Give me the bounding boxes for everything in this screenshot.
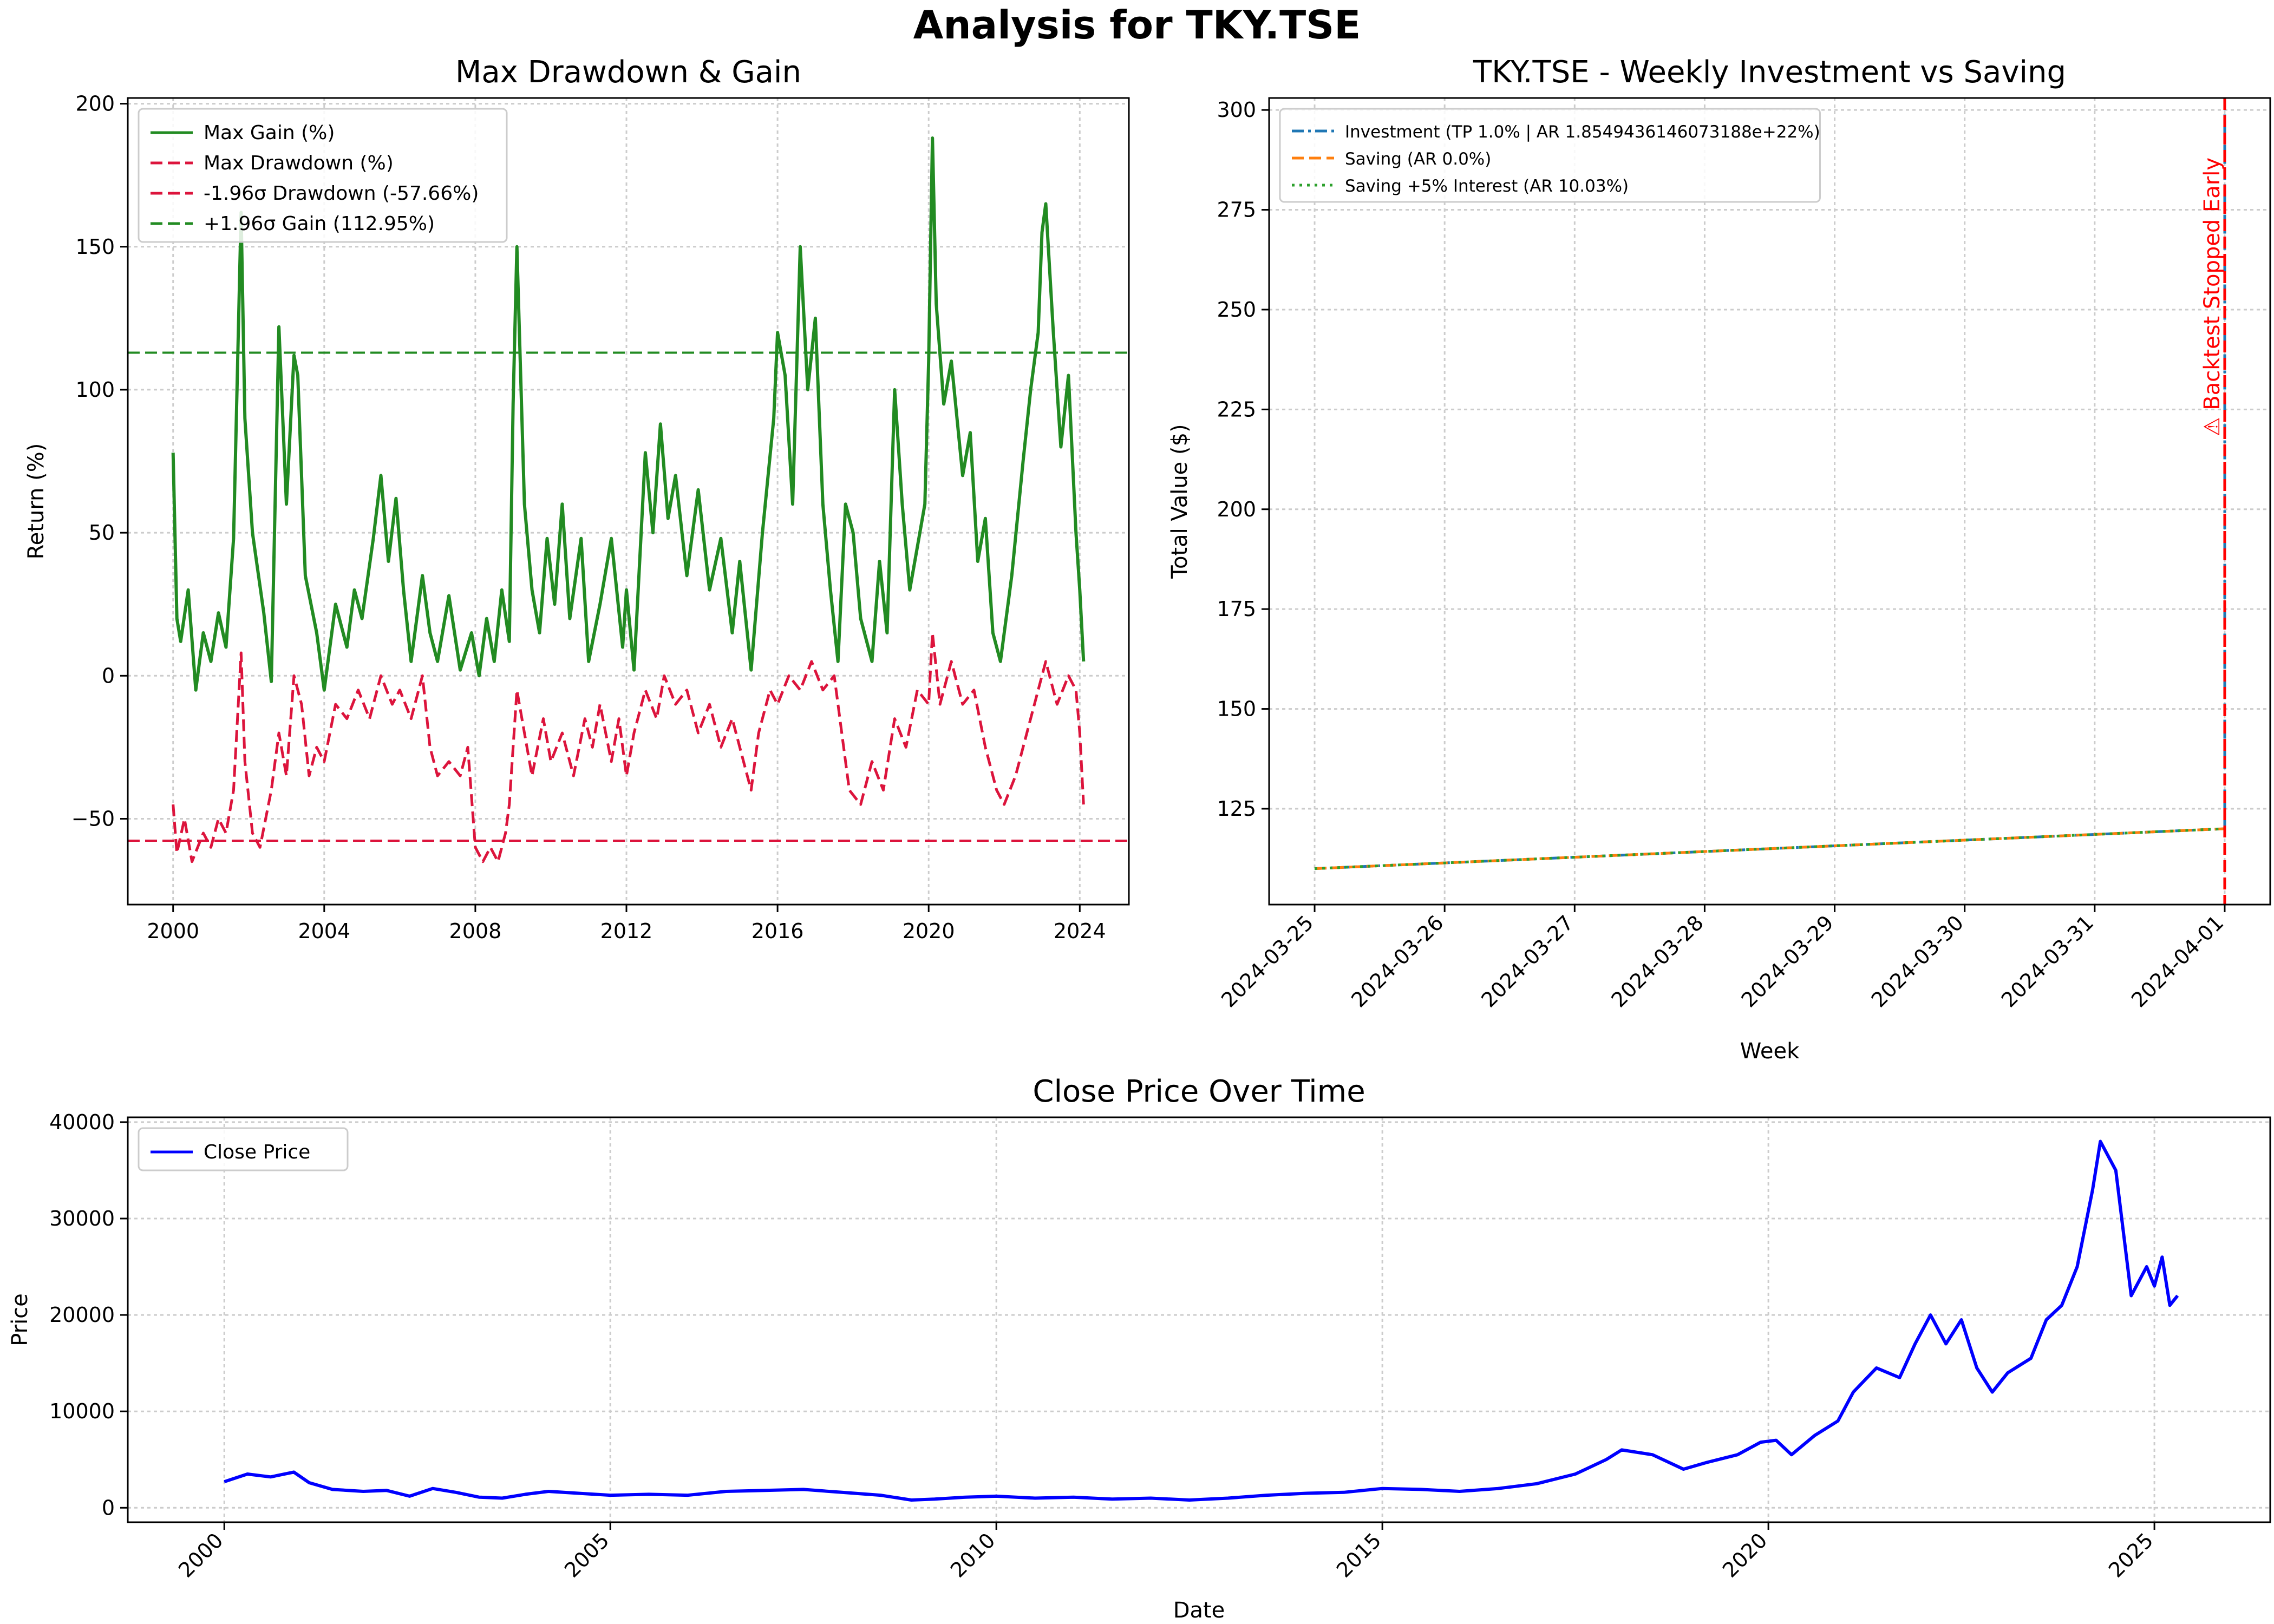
investment-plot-area <box>1314 110 2226 870</box>
investment-chart: TKY.TSE - Weekly Investment vs Saving 202… <box>1167 55 2271 1064</box>
drawdown-series-0-line <box>171 136 1086 692</box>
price-series-0-line <box>224 1140 2179 1502</box>
price-ytick-label-2: 20000 <box>49 1303 115 1327</box>
drawdown-legend-label-3: +1.96σ Gain (112.95%) <box>204 213 435 235</box>
drawdown-xtick-label-0: 2000 <box>147 919 199 943</box>
investment-ytick-label-2: 175 <box>1217 597 1256 621</box>
drawdown-xtick-label-5: 2020 <box>903 919 955 943</box>
investment-frame <box>1268 97 2271 906</box>
price-ytick-label-3: 30000 <box>49 1207 115 1230</box>
price-xtick-label-5: 2025 <box>2104 1528 2158 1582</box>
investment-legend: Investment (TP 1.0% | AR 1.8549436146073… <box>1279 108 1821 203</box>
drawdown-ytick-label-0: −50 <box>71 807 115 830</box>
price-legend-label-0: Close Price <box>204 1141 310 1163</box>
drawdown-legend-label-1: Max Drawdown (%) <box>204 152 394 174</box>
drawdown-xtick-label-1: 2004 <box>298 919 350 943</box>
price-xtick-label-2: 2010 <box>946 1528 1000 1582</box>
investment-xlabel: Week <box>1740 1039 1800 1064</box>
investment-ytick-label-1: 150 <box>1217 697 1256 721</box>
price-xtick-label-1: 2005 <box>560 1528 614 1582</box>
investment-legend-label-1: Saving (AR 0.0%) <box>1345 149 1491 169</box>
investment-xtick-label-2: 2024-03-27 <box>1476 911 1578 1012</box>
price-ytick-label-4: 40000 <box>49 1110 115 1134</box>
price-xtick-label-4: 2020 <box>1718 1528 1772 1582</box>
drawdown-ytick-label-5: 200 <box>75 92 115 116</box>
investment-xtick-label-6: 2024-03-31 <box>1997 911 2098 1012</box>
investment-ytick-label-5: 250 <box>1217 298 1256 322</box>
investment-legend-label-2: Saving +5% Interest (AR 10.03%) <box>1345 176 1629 196</box>
investment-ytick-label-3: 200 <box>1217 497 1256 521</box>
investment-xtick-label-4: 2024-03-29 <box>1737 911 1838 1012</box>
drawdown-xtick-label-4: 2016 <box>752 919 804 943</box>
drawdown-plot-area <box>128 136 1129 863</box>
drawdown-legend: Max Gain (%) Max Drawdown (%) -1.96σ Drawd… <box>138 108 508 243</box>
drawdown-ytick-label-1: 0 <box>102 664 115 687</box>
investment-annotation-text: ⚠ Backtest Stopped Early <box>2200 158 2225 436</box>
investment-xtick-label-1: 2024-03-26 <box>1347 911 1448 1012</box>
investment-series-0-line <box>1314 110 2226 870</box>
drawdown-legend-label-2: -1.96σ Drawdown (-57.66%) <box>204 182 479 205</box>
drawdown-ytick-label-3: 100 <box>75 378 115 402</box>
price-xtick-label-3: 2015 <box>1332 1528 1386 1582</box>
investment-grid <box>1269 98 2270 905</box>
investment-ytick-label-4: 225 <box>1217 397 1256 421</box>
drawdown-ylabel: Return (%) <box>24 443 49 560</box>
price-chart: Close Price Over Time 2000 2005 2010 2015 202… <box>8 1074 2271 1623</box>
drawdown-xtick-label-6: 2024 <box>1054 919 1106 943</box>
drawdown-legend-label-0: Max Gain (%) <box>204 122 335 144</box>
price-xtick-label-0: 2000 <box>174 1528 228 1582</box>
drawdown-legend-box <box>138 108 508 243</box>
investment-series-2-line <box>1314 827 2225 870</box>
price-ylabel: Price <box>8 1293 32 1346</box>
price-legend: Close Price <box>138 1127 349 1171</box>
price-plot-area <box>224 1140 2179 1502</box>
drawdown-xtick-label-2: 2008 <box>449 919 502 943</box>
figure-title: Analysis for TKY.TSE <box>913 2 1361 48</box>
investment-xtick-label-3: 2024-03-28 <box>1607 911 1708 1012</box>
price-title: Close Price Over Time <box>1033 1074 1365 1109</box>
investment-title: TKY.TSE - Weekly Investment vs Saving <box>1473 55 2066 90</box>
drawdown-ytick-label-4: 150 <box>75 235 115 259</box>
investment-legend-label-0: Investment (TP 1.0% | AR 1.8549436146073… <box>1345 122 1820 142</box>
price-ytick-label-1: 10000 <box>49 1399 115 1423</box>
price-legend-box <box>138 1127 349 1171</box>
drawdown-series-1-line <box>172 631 1085 863</box>
investment-ylabel: Total Value ($) <box>1167 424 1192 579</box>
price-ytick-label-0: 0 <box>102 1496 115 1520</box>
investment-ytick-label-7: 300 <box>1217 98 1256 122</box>
drawdown-title: Max Drawdown & Gain <box>455 55 801 90</box>
price-frame <box>127 1116 2271 1523</box>
investment-xtick-label-7: 2024-04-01 <box>2127 911 2228 1012</box>
price-grid <box>128 1117 2270 1522</box>
drawdown-ytick-label-2: 50 <box>89 521 115 545</box>
investment-ytick-label-0: 125 <box>1217 797 1256 821</box>
investment-xtick-label-5: 2024-03-30 <box>1867 911 1968 1012</box>
investment-xtick-label-0: 2024-03-25 <box>1217 911 1318 1012</box>
drawdown-frame <box>127 97 1130 906</box>
drawdown-xtick-label-3: 2012 <box>600 919 653 943</box>
investment-ytick-label-6: 275 <box>1217 198 1256 222</box>
price-xlabel: Date <box>1173 1598 1225 1623</box>
investment-legend-box <box>1279 108 1821 203</box>
